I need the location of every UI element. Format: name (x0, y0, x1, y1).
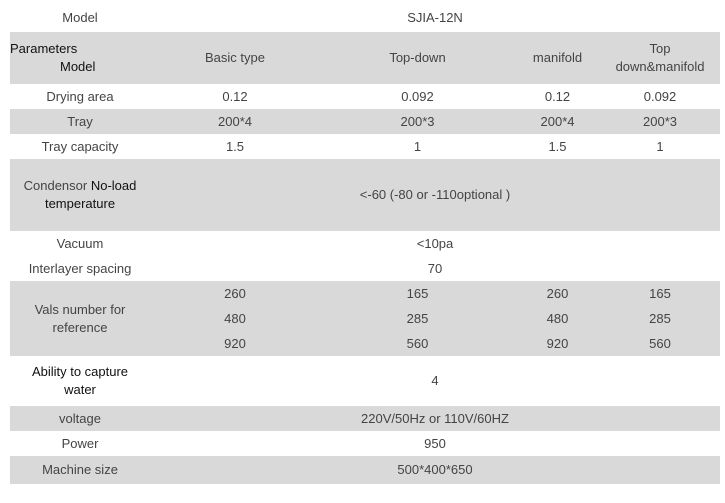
label-part: No-load temperature (44, 178, 137, 211)
row: Model SJIA-12N (10, 4, 720, 32)
cell: 480 (150, 306, 320, 331)
cell: 285 (320, 306, 515, 331)
cell: SJIA-12N (407, 10, 463, 25)
row: Tray 200*4 200*3 200*4 200*3 (10, 109, 721, 134)
row: voltage 220V/50Hz or 110V/60HZ (10, 406, 721, 431)
cell: 920 (515, 331, 600, 356)
row: 480 285 480 285 (10, 306, 721, 331)
row-label: Machine size (10, 456, 150, 484)
label-part: Condensor (23, 178, 88, 193)
row: Drying area 0.12 0.092 0.12 0.092 (10, 84, 720, 109)
cell: 260 (150, 281, 320, 306)
cell: 200*4 (515, 109, 600, 134)
cell: Basic type (150, 32, 320, 84)
cell: 920 (150, 331, 320, 356)
spec-table: Model SJIA-12N Parameters Model Basic typ… (10, 4, 721, 484)
row: Interlayer spacing 70 (10, 256, 720, 281)
row: Machine size 500*400*650 (10, 456, 721, 484)
row-label: Condensor No-load temperature (10, 159, 150, 231)
cell: 260 (515, 281, 600, 306)
row-label: Vals number for reference (10, 281, 150, 356)
row-label: Ability to capture water (31, 364, 129, 397)
row: Parameters Model Basic type Top-down mani… (10, 32, 721, 84)
row: Vals number for reference 260 165 260 16… (10, 281, 721, 356)
row: 920 560 920 560 (10, 331, 721, 356)
row: Power 950 (10, 431, 720, 456)
cell: 70 (427, 260, 443, 276)
cell: 220V/50Hz or 110V/60HZ (150, 406, 721, 431)
cell: <-60 (-80 or -110optional ) (150, 159, 721, 231)
cell: 1 (656, 138, 664, 154)
cell: 1.5 (225, 138, 245, 154)
row: Vacuum <10pa (10, 231, 720, 256)
cell: 950 (424, 435, 446, 451)
cell: Top down&manifold (600, 32, 721, 84)
row-label: Model (62, 10, 98, 25)
row-label: Power (61, 435, 99, 451)
row-label: Parameters Model (10, 32, 150, 84)
row: Ability to capture water 4 (10, 356, 720, 406)
cell: 4 (431, 373, 439, 388)
cell: 560 (600, 331, 721, 356)
cell: manifold (515, 32, 600, 84)
cell: 1.5 (548, 138, 567, 154)
cell: 0.12 (544, 88, 571, 104)
cell: 480 (515, 306, 600, 331)
cell: 200*3 (600, 109, 721, 134)
cell: Top-down (320, 32, 515, 84)
cell: 1 (413, 138, 422, 154)
cell: 0.092 (401, 88, 434, 104)
label-line: Parameters (10, 41, 78, 56)
cell: 285 (600, 306, 721, 331)
cell: 0.12 (222, 88, 248, 104)
row-label: Drying area (46, 88, 114, 104)
row-label: Tray (10, 109, 150, 134)
cell: 560 (320, 331, 515, 356)
cell: <10pa (416, 235, 454, 251)
row-label: Vacuum (56, 235, 104, 251)
cell: 200*4 (150, 109, 320, 134)
cell: 500*400*650 (150, 456, 721, 484)
row: Condensor No-load temperature <-60 (-80 … (10, 159, 721, 231)
row: Tray capacity 1.5 1 1.5 1 (10, 134, 720, 159)
row-label: Tray capacity (41, 138, 119, 154)
cell: 0.092 (643, 88, 677, 104)
cell: 165 (320, 281, 515, 306)
cell: 165 (600, 281, 721, 306)
row-label: voltage (10, 406, 150, 431)
row-label: Interlayer spacing (28, 260, 132, 276)
cell: 200*3 (320, 109, 515, 134)
label-line: Model (60, 59, 96, 74)
